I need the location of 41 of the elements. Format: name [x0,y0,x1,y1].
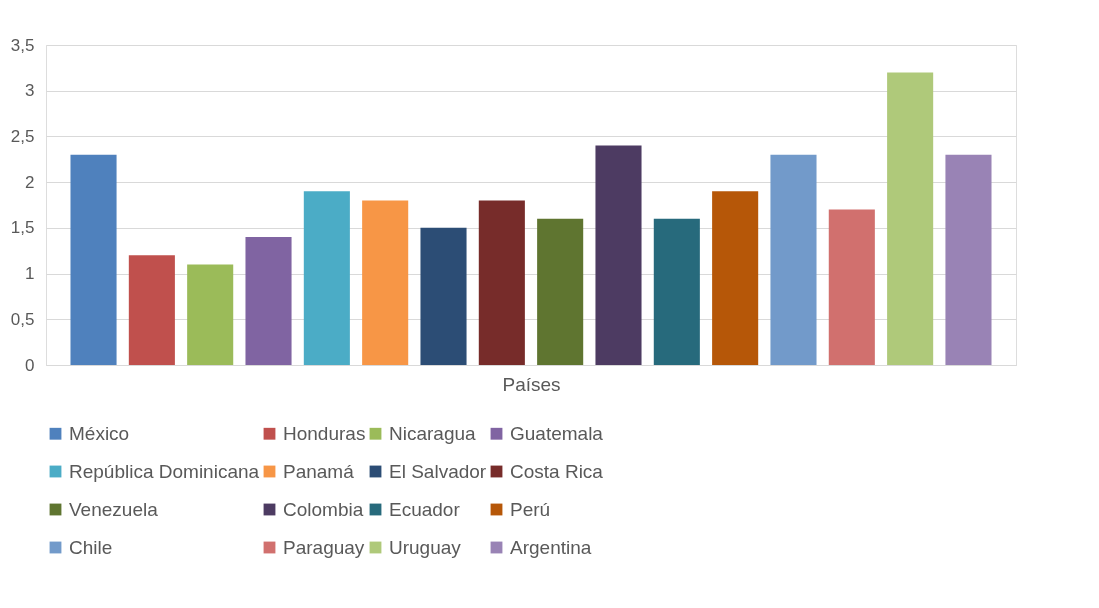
y-tick-label: 1 [25,264,35,284]
legend-label: Costa Rica [510,460,604,482]
y-tick-label: 0,5 [10,309,35,329]
legend-label: Perú [510,498,551,520]
bar [712,191,759,365]
bar [828,209,875,365]
bar [128,255,175,365]
bar [245,237,292,365]
y-tick-label: 3 [25,81,35,101]
y-tick-label: 1,5 [10,218,35,238]
legend-label: Uruguay [389,536,462,558]
legend-label: Chile [69,536,113,558]
legend-label: Guatemala [510,422,604,444]
legend-label: El Salvador [389,460,487,482]
bar [887,72,934,365]
bar [945,154,992,365]
legend-label: República Dominicana [69,460,260,482]
bar [362,200,409,365]
bar [595,145,642,365]
y-tick-label: 0 [25,355,35,375]
bar [70,154,117,365]
bar [420,227,467,365]
legend-label: Panamá [283,460,355,482]
legend-label: Nicaragua [389,422,477,444]
legend-label: México [69,422,130,444]
bar [478,200,525,365]
bar [770,154,817,365]
legend-label: Ecuador [389,498,461,520]
bar [187,264,234,365]
legend-label: Venezuela [69,498,159,520]
y-tick-label: 2 [25,172,35,192]
legend-label: Argentina [510,536,592,558]
legend-label: Colombia [283,498,364,520]
legend-label: Paraguay [283,536,365,558]
bar [653,218,700,365]
y-tick-label: 3,5 [10,35,35,55]
bar [303,191,350,365]
bar [537,218,584,365]
legend-label: Honduras [283,422,366,444]
y-tick-label: 2,5 [10,126,35,146]
x-axis-title: Países [502,373,561,395]
